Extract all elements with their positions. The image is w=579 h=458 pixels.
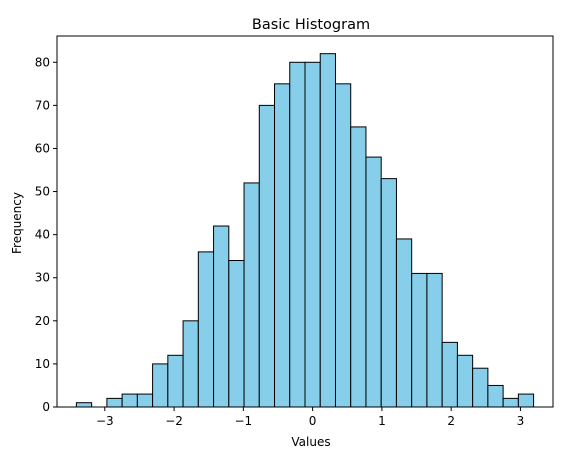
histogram-bar [258, 104, 276, 408]
x-tick-label: 0 [309, 414, 317, 428]
histogram-bar [441, 341, 458, 408]
bars-group [75, 53, 535, 408]
histogram-bar [365, 156, 382, 408]
histogram-bar [395, 238, 413, 408]
histogram-bar [426, 272, 443, 408]
y-tick-label: 80 [35, 55, 50, 69]
y-tick-label: 70 [35, 98, 50, 112]
x-axis-label: Values [291, 435, 330, 449]
histogram-bar [136, 393, 154, 408]
histogram-bar [75, 402, 93, 408]
x-tick-label: 2 [447, 414, 455, 428]
x-tick-label: −2 [165, 414, 183, 428]
histogram-bar [350, 126, 367, 408]
histogram-bar [152, 363, 169, 408]
y-tick-label: 20 [35, 314, 50, 328]
y-axis-ticks: 0 10 20 30 40 50 60 70 80 [35, 55, 57, 414]
y-tick-label: 0 [42, 400, 50, 414]
histogram-bar [197, 251, 215, 408]
histogram-bar [121, 393, 138, 408]
y-axis-label: Frequency [10, 192, 24, 254]
x-tick-label: 3 [517, 414, 525, 428]
chart-title: Basic Histogram [252, 17, 370, 33]
histogram-bar [472, 367, 489, 408]
histogram-bar [106, 397, 123, 408]
histogram-bar [213, 225, 230, 408]
x-tick-label: −1 [234, 414, 252, 428]
y-tick-label: 30 [35, 271, 50, 285]
x-tick-label: −3 [96, 414, 114, 428]
histogram-bar [380, 178, 397, 408]
histogram-bar [502, 397, 519, 408]
y-tick-label: 50 [35, 185, 50, 199]
histogram-bar [243, 182, 260, 408]
histogram-bar [304, 61, 321, 408]
histogram-bar [274, 83, 291, 408]
x-tick-label: 1 [378, 414, 386, 428]
histogram-bar [411, 272, 428, 408]
histogram-bar [456, 354, 474, 408]
histogram-bar [167, 354, 184, 408]
y-tick-label: 60 [35, 141, 50, 155]
histogram-bar [319, 53, 336, 408]
histogram-bar [517, 393, 535, 408]
histogram-bar [487, 384, 504, 408]
y-tick-label: 10 [35, 357, 50, 371]
plot-frame [56, 35, 554, 408]
histogram-bar [228, 259, 245, 408]
y-tick-label: 40 [35, 228, 50, 242]
x-axis-ticks: −3 −2 −1 0 1 2 3 [96, 407, 524, 428]
histogram-bar [289, 61, 306, 408]
histogram-bar [334, 83, 352, 408]
histogram-bar [182, 320, 199, 408]
